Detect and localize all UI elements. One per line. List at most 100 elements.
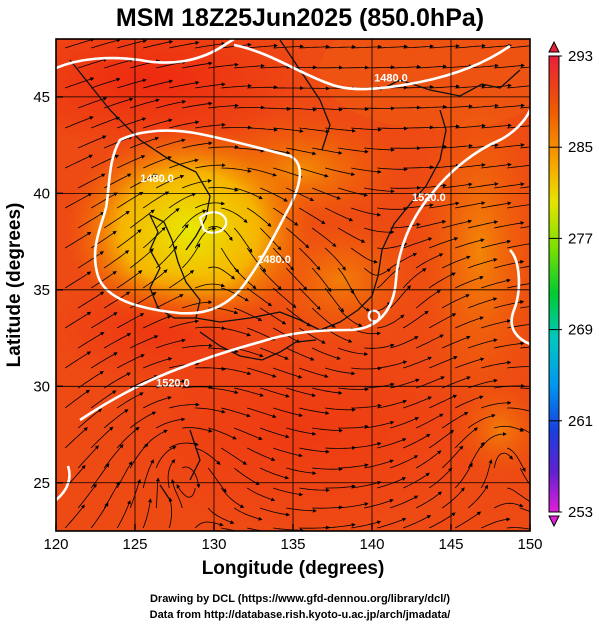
streamline [286, 427, 317, 436]
streamline [246, 287, 273, 307]
streamline [507, 527, 530, 530]
streamline [311, 227, 337, 248]
streamline [442, 335, 471, 349]
streamline [507, 447, 526, 472]
streamline [234, 147, 265, 153]
streamline [364, 65, 395, 70]
streamline [77, 371, 104, 389]
streamline [130, 375, 159, 389]
streamline [338, 424, 369, 429]
streamline [299, 525, 330, 530]
streamline [481, 123, 512, 129]
streamline [103, 210, 130, 229]
streamline [90, 352, 118, 369]
streamline [208, 145, 239, 150]
streamline [416, 450, 442, 469]
streamline [260, 106, 291, 111]
y-axis-ticks: 25 30 35 40 45 [33, 89, 63, 492]
colorbar-tick-label: 253 [568, 504, 593, 521]
streamline [65, 77, 95, 89]
streamline [442, 219, 473, 229]
streamline [299, 367, 329, 378]
streamline [403, 356, 432, 369]
streamline [129, 209, 155, 229]
streamline [468, 258, 498, 269]
streamline [455, 201, 486, 209]
streamline [182, 141, 213, 149]
x-axis-label: Longitude (degrees) [202, 558, 385, 579]
streamline [494, 341, 525, 349]
streamline [195, 366, 226, 371]
streamline [325, 127, 356, 133]
streamline [364, 227, 395, 235]
streamline [143, 118, 173, 129]
streamline [78, 135, 107, 149]
streamline [441, 487, 465, 509]
streamline [429, 313, 457, 329]
streamline [403, 237, 433, 249]
streamline [207, 467, 227, 493]
streamline [481, 43, 512, 49]
streamline [507, 366, 530, 369]
streamline [481, 278, 511, 289]
streamline [272, 287, 297, 309]
streamline [325, 484, 356, 489]
streamline [260, 387, 290, 398]
contour-label: 1480.0 [140, 173, 174, 185]
streamline [168, 269, 195, 289]
streamline [103, 372, 131, 389]
streamline [493, 452, 514, 469]
streamline [312, 427, 343, 433]
streamline [416, 144, 447, 149]
streamline [91, 39, 121, 49]
streamline [403, 515, 432, 529]
streamline [389, 252, 418, 269]
streamline [481, 319, 512, 329]
streamline [64, 231, 92, 249]
streamline [117, 78, 147, 89]
streamline [273, 167, 303, 178]
streamline [77, 211, 105, 229]
streamline [337, 267, 354, 295]
streamline [104, 97, 134, 109]
x-tick-label: 130 [201, 536, 226, 553]
colorbar-tick-label: 285 [568, 139, 593, 156]
streamline [77, 251, 104, 269]
streamline [195, 326, 226, 331]
streamline [312, 147, 343, 155]
streamline [429, 512, 456, 529]
streamline [376, 267, 401, 289]
streamline [259, 227, 282, 251]
streamline [169, 442, 199, 449]
streamline [298, 327, 326, 344]
streamline [234, 387, 264, 397]
colorbar-tick-label: 277 [568, 230, 593, 247]
streamline [520, 146, 530, 149]
streamline [533, 528, 561, 535]
streamline [298, 287, 321, 311]
streamline [208, 187, 239, 192]
streamline [246, 207, 272, 227]
streamline [181, 243, 201, 269]
streamline [182, 385, 213, 390]
streamline [377, 126, 408, 131]
streamline [195, 283, 226, 289]
streamline [337, 307, 363, 327]
y-tick-label: 45 [33, 89, 50, 106]
streamline [285, 227, 310, 249]
streamline [415, 289, 441, 309]
streamline [182, 427, 213, 433]
streamline [442, 294, 470, 309]
streamline [311, 307, 336, 328]
streamline [182, 343, 213, 349]
credit-drawing: Drawing by DCL (https://www.gfd-dennou.o… [150, 593, 450, 605]
streamline [208, 103, 239, 109]
streamline [247, 327, 276, 341]
x-tick-label: 145 [438, 536, 463, 553]
streamline [481, 360, 512, 369]
streamline [507, 164, 530, 169]
streamline [520, 186, 530, 189]
streamline [455, 395, 484, 409]
streamline [247, 43, 278, 49]
streamline [78, 96, 108, 109]
